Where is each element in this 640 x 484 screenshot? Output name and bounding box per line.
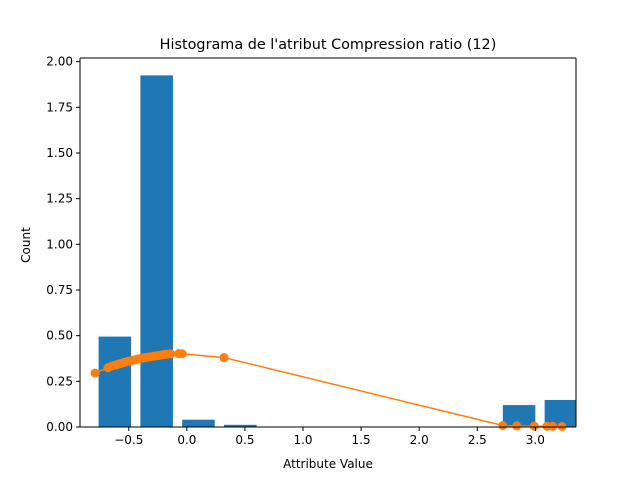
histogram-bar xyxy=(140,75,173,428)
x-tick-label: 2.0 xyxy=(410,433,429,447)
x-axis-label: Attribute Value xyxy=(283,457,373,471)
density-point xyxy=(219,353,229,363)
density-point xyxy=(557,421,567,431)
y-axis-label: Count xyxy=(19,227,33,263)
y-tick-label: 0.75 xyxy=(46,283,73,297)
y-tick-label: 1.50 xyxy=(46,146,73,160)
histogram-bar xyxy=(502,405,536,427)
density-line-layer xyxy=(90,349,567,431)
y-tick-label: 2.00 xyxy=(46,55,73,69)
x-tick-label: 2.5 xyxy=(468,433,487,447)
ticks-layer: −0.5 0.0 0.5 1.0 1.5 2.0 2.5 3.0 0.00 0.25 0.50 0.7… xyxy=(46,55,545,447)
y-tick-label: 0.00 xyxy=(46,420,73,434)
histogram-bar xyxy=(182,419,215,427)
density-point xyxy=(166,349,176,359)
axes-layer xyxy=(79,57,577,428)
density-point xyxy=(548,421,558,431)
chart-title: Histograma de l'atribut Compression rati… xyxy=(160,37,497,53)
x-tick-label: 0.0 xyxy=(177,433,196,447)
histogram-bar xyxy=(98,336,132,427)
x-tick-label: −0.5 xyxy=(114,433,143,447)
density-point xyxy=(498,421,508,431)
x-tick-label: 1.0 xyxy=(293,433,312,447)
x-tick-label: 0.5 xyxy=(235,433,254,447)
density-point xyxy=(512,421,522,431)
histogram-bar xyxy=(224,424,257,427)
y-tick-label: 0.25 xyxy=(46,374,73,388)
y-tick-label: 0.50 xyxy=(46,329,73,343)
y-tick-label: 1.75 xyxy=(46,100,73,114)
x-tick-label: 3.0 xyxy=(526,433,545,447)
density-point xyxy=(90,368,100,378)
x-tick-label: 1.5 xyxy=(352,433,371,447)
y-tick-label: 1.25 xyxy=(46,192,73,206)
density-point xyxy=(177,349,187,359)
density-point xyxy=(529,421,539,431)
y-tick-label: 1.00 xyxy=(46,237,73,251)
